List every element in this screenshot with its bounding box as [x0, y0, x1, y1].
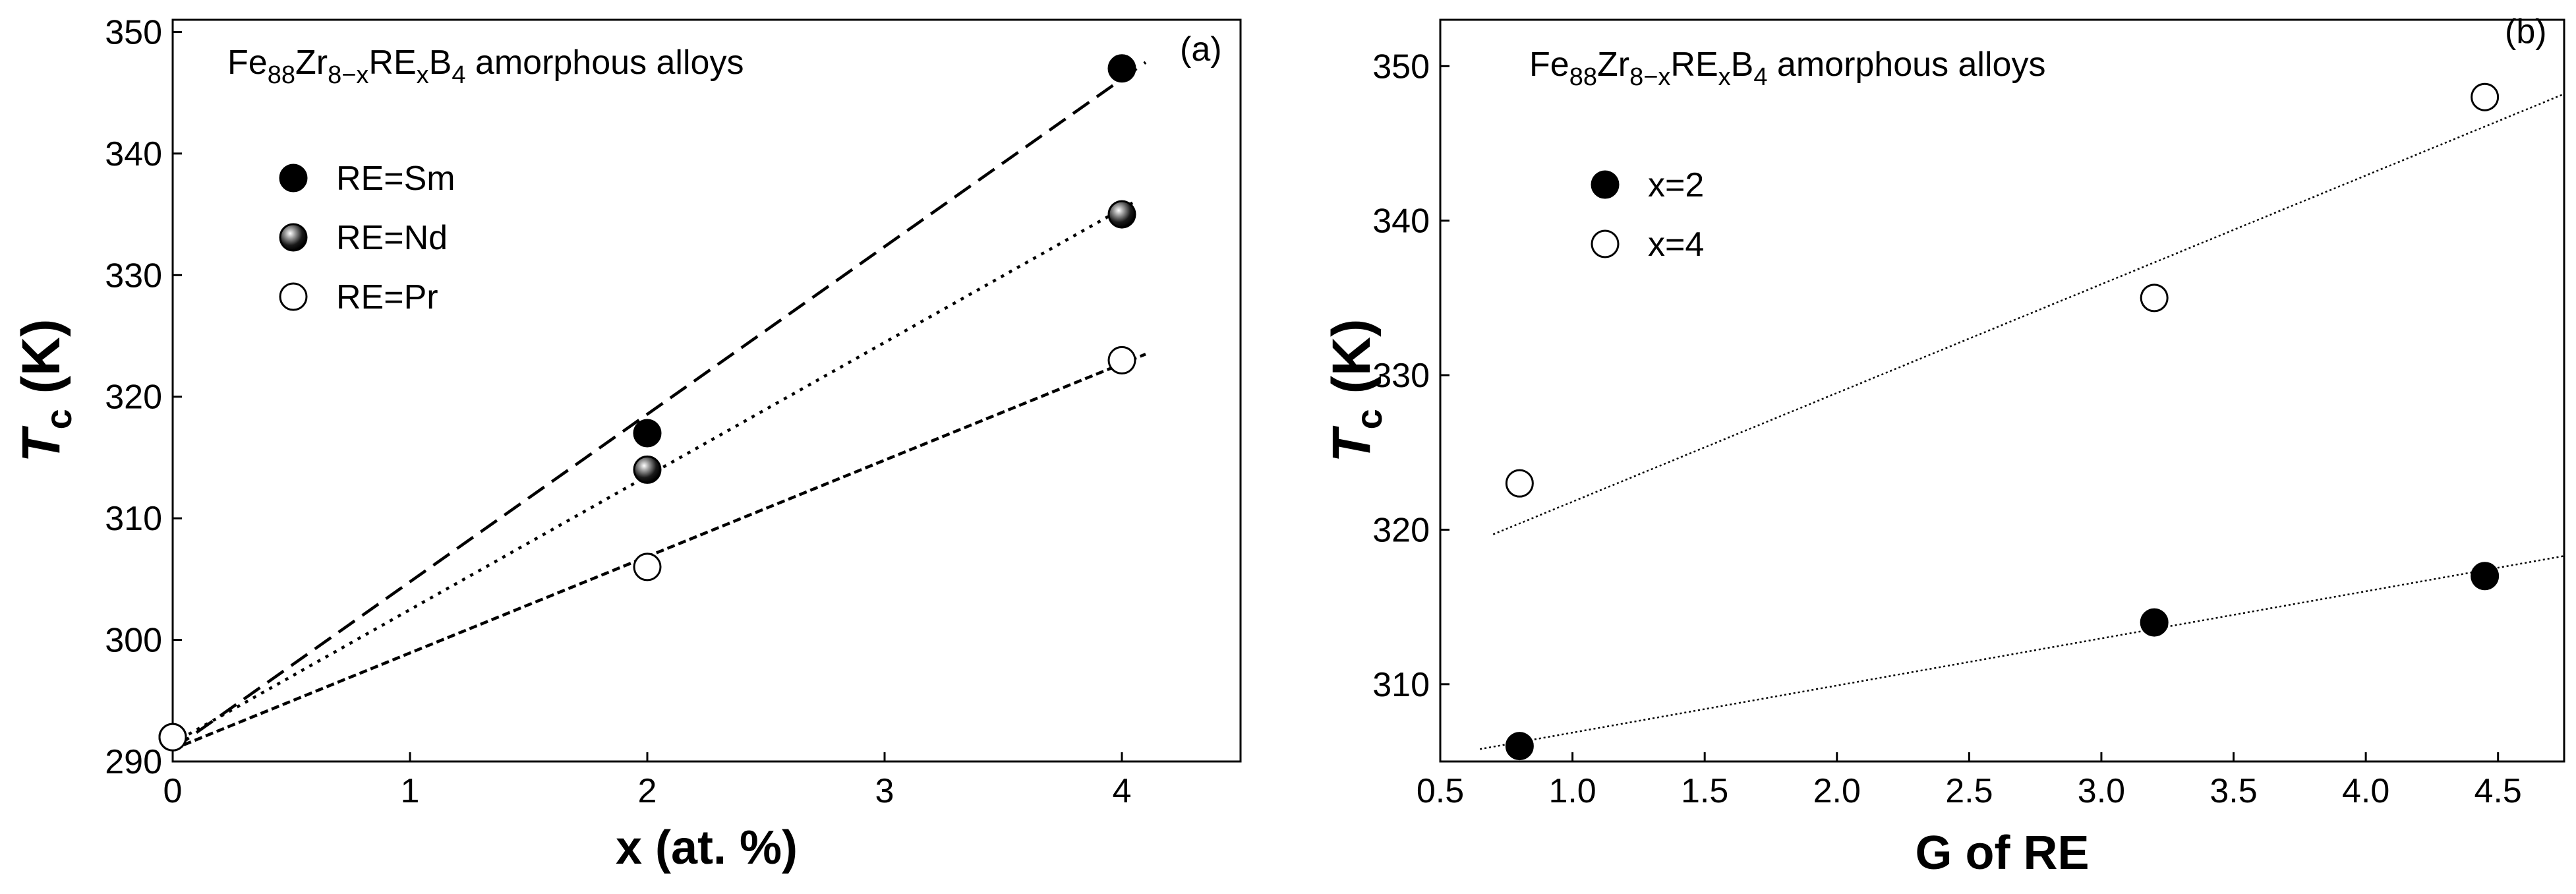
x-tick-label: 3.5: [2210, 772, 2257, 810]
data-point: [2140, 608, 2169, 637]
legend-marker: [1591, 229, 1620, 258]
title-text: Zr: [1597, 45, 1629, 84]
x-tick-label: 4: [1113, 772, 1132, 810]
plot-frame: [1439, 18, 2565, 763]
y-title-unit: (K): [11, 319, 71, 409]
x-tick-label: 1.5: [1681, 772, 1728, 810]
x-tick-label: 4.5: [2474, 772, 2522, 810]
title-text: RE: [1670, 45, 1718, 84]
y-axis-title: Tc (K): [11, 319, 79, 463]
y-tick-label: 320: [105, 378, 162, 417]
chart-title: Fe88Zr8−xRExB4 amorphous alloys: [227, 44, 744, 89]
x-tick-label: 1: [401, 772, 420, 810]
title-subscript: x: [1718, 63, 1731, 91]
plot-frame: [171, 18, 1242, 763]
x-axis-title: x (at. %): [616, 821, 798, 874]
legend-marker: [1591, 170, 1620, 199]
legend-label: x=2: [1648, 166, 1704, 204]
legend-label: RE=Sm: [336, 160, 455, 198]
panel-a: 0 1 2 3 4 290 300 310 320 330 340 350 RE=Sm RE=Nd RE=P…: [11, 13, 1242, 874]
y-tick-label: 350: [105, 13, 162, 51]
legend-label: RE=Nd: [336, 219, 448, 257]
title-text: Fe: [227, 44, 268, 82]
y-tick-label: 320: [1372, 511, 1430, 549]
data-point: [1505, 469, 1534, 498]
data-point: [1107, 200, 1136, 229]
legend-marker: [279, 223, 308, 252]
fit-line: [172, 353, 1146, 751]
legend-marker: [279, 282, 308, 311]
title-text: amorphous alloys: [1767, 45, 2045, 84]
title-subscript: 4: [1753, 63, 1767, 91]
data-point: [1107, 54, 1136, 83]
x-tick-label: 0.5: [1417, 772, 1464, 810]
title-text: B: [1731, 45, 1754, 84]
data-point: [2140, 283, 2169, 313]
chart-title: Fe88Zr8−xRExB4 amorphous alloys: [1529, 45, 2045, 91]
y-title-sub: c: [38, 409, 79, 429]
title-subscript: x: [417, 61, 429, 89]
y-tick-label: 300: [105, 622, 162, 660]
y-title-unit: (K): [1322, 319, 1382, 409]
data-point: [158, 723, 187, 752]
x-tick-label: 2.0: [1813, 772, 1861, 810]
y-title-main: T: [11, 425, 71, 462]
x-tick-label: 1.0: [1548, 772, 1596, 810]
legend-marker: [279, 164, 308, 193]
legend-label: RE=Pr: [336, 278, 438, 316]
y-tick-label: 340: [1372, 202, 1430, 241]
title-subscript: 8−x: [1629, 63, 1670, 91]
panel-b: 0.5 1.0 1.5 2.0 2.5 3.0 3.5 4.0 4.5 310 320 330 340 3…: [1322, 13, 2565, 879]
title-subscript: 4: [452, 61, 465, 89]
y-axis-title: Tc (K): [1322, 319, 1390, 463]
y-tick-label: 330: [1372, 357, 1430, 395]
y-tick-label: 340: [105, 135, 162, 173]
x-tick-label: 3.0: [2078, 772, 2125, 810]
title-text: Zr: [295, 44, 328, 82]
y-title-sub: c: [1348, 409, 1390, 429]
x-tick-label: 2.5: [1945, 772, 1993, 810]
fit-line: [171, 61, 1147, 751]
x-tick-label: 2: [638, 772, 657, 810]
y-title-main: T: [1322, 425, 1382, 462]
y-tick-label: 290: [105, 743, 162, 781]
data-point: [2471, 82, 2500, 111]
title-subscript: 88: [268, 61, 295, 89]
legend-label: x=4: [1648, 225, 1704, 264]
data-point: [633, 455, 662, 484]
title-text: Fe: [1529, 45, 1569, 84]
data-point: [633, 552, 662, 581]
y-tick-label: 310: [1372, 666, 1430, 704]
title-subscript: 88: [1569, 63, 1597, 91]
panel-label: (a): [1180, 30, 1222, 69]
data-point: [2471, 562, 2500, 591]
title-subscript: 8−x: [328, 61, 368, 89]
y-tick-label: 330: [105, 256, 162, 295]
title-text: RE: [368, 44, 416, 82]
fit-line: [1492, 93, 2565, 535]
x-tick-label: 3: [875, 772, 894, 810]
y-tick-label: 310: [105, 500, 162, 538]
title-text: B: [429, 44, 452, 82]
x-tick-label: 4.0: [2342, 772, 2389, 810]
data-point: [1505, 732, 1534, 761]
data-point: [633, 419, 662, 448]
title-text: amorphous alloys: [465, 44, 744, 82]
panel-label: (b): [2505, 13, 2547, 51]
x-tick-label: 0: [163, 772, 183, 810]
x-axis-title: G of RE: [1916, 827, 2090, 879]
fit-line: [1479, 555, 2565, 750]
data-point: [1107, 345, 1136, 374]
y-tick-label: 350: [1372, 47, 1430, 86]
